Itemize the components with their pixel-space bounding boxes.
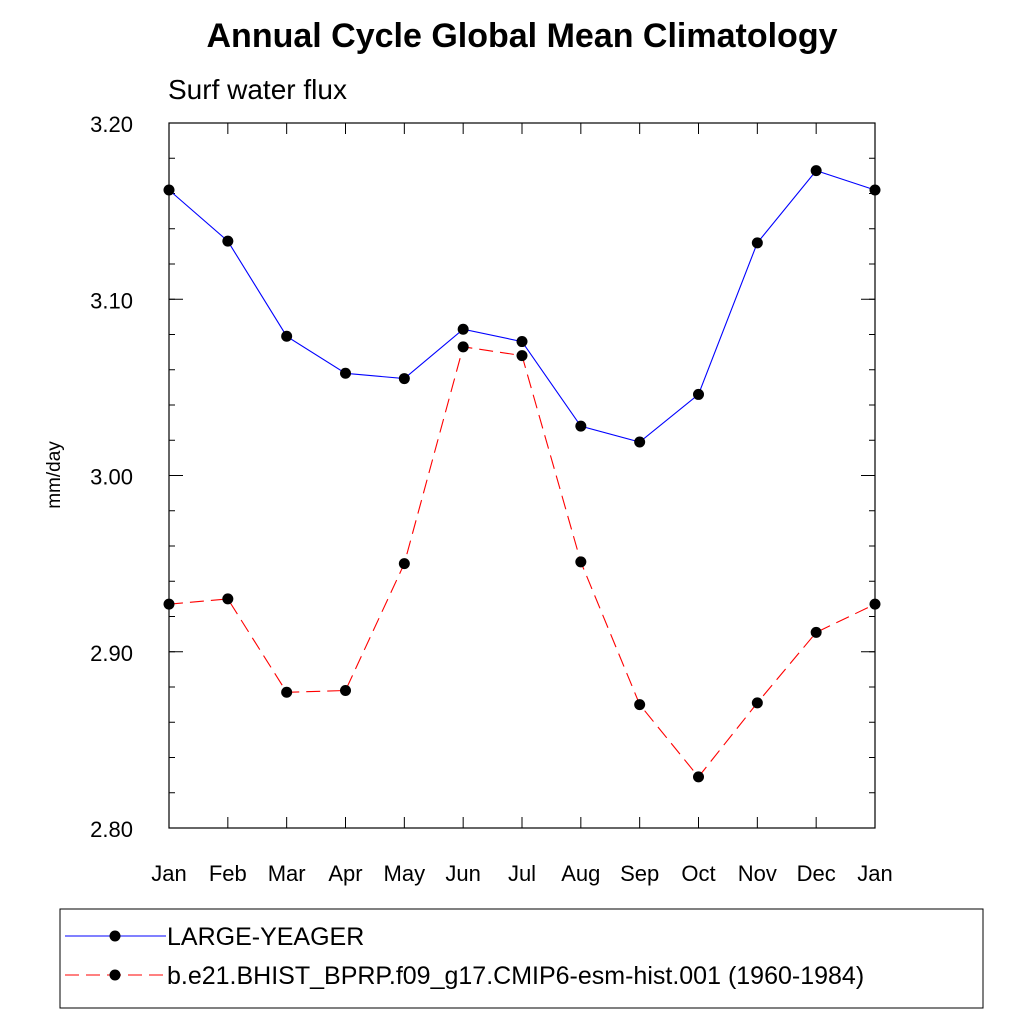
x-tick-label: Mar xyxy=(268,861,306,886)
y-tick-label: 3.00 xyxy=(90,465,133,490)
series-line-1 xyxy=(168,346,876,778)
data-point xyxy=(340,685,351,697)
chart-subtitle: Surf water flux xyxy=(168,74,347,105)
x-tick-label: May xyxy=(384,861,426,886)
chart-title: Annual Cycle Global Mean Climatology xyxy=(207,17,838,55)
data-point xyxy=(340,367,351,379)
x-tick-label: Aug xyxy=(561,861,600,886)
data-point xyxy=(516,350,528,362)
x-tick-label: Oct xyxy=(681,861,715,886)
y-tick-label: 3.10 xyxy=(90,288,133,313)
x-tick-label: Apr xyxy=(328,861,362,886)
data-point xyxy=(693,771,704,783)
data-point xyxy=(634,699,646,711)
data-point xyxy=(281,686,293,698)
series-line-0 xyxy=(168,169,876,443)
data-point xyxy=(398,373,410,385)
data-point xyxy=(751,697,763,709)
data-point xyxy=(457,323,469,335)
x-tick-label: Jul xyxy=(508,861,536,886)
x-tick-labels: Jan Feb Mar Apr May Jun Jul Aug Sep Oct Nov Dec Jan xyxy=(151,861,892,886)
y-axis-label: mm/day xyxy=(44,441,65,509)
legend-marker-cmip6 xyxy=(109,969,121,981)
data-point xyxy=(810,165,822,177)
data-point xyxy=(693,388,704,400)
data-point xyxy=(751,237,763,249)
legend-box xyxy=(59,908,984,1009)
data-point xyxy=(634,436,646,448)
x-tick-label: Nov xyxy=(738,861,777,886)
legend-label-large-yeager: LARGE-YEAGER xyxy=(167,923,364,951)
legend: LARGE-YEAGER b.e21.BHIST_BPRP.f09_g17.CM… xyxy=(59,908,984,1009)
y-tick-label: 3.20 xyxy=(90,112,133,137)
axis-ticks xyxy=(168,122,876,829)
x-tick-label: Sep xyxy=(620,861,659,886)
x-tick-label: Jun xyxy=(445,861,480,886)
data-point xyxy=(457,341,469,353)
data-point xyxy=(398,558,410,570)
y-tick-label: 2.90 xyxy=(90,641,133,666)
x-tick-label: Jan xyxy=(151,861,186,886)
data-point xyxy=(516,336,528,348)
data-point xyxy=(810,626,822,638)
data-point xyxy=(222,593,234,605)
data-point xyxy=(222,235,234,247)
x-tick-label: Feb xyxy=(209,861,247,886)
legend-marker-large-yeager xyxy=(109,930,121,942)
y-tick-labels: 2.80 2.90 3.00 3.10 3.20 xyxy=(90,112,133,842)
data-point xyxy=(575,420,587,432)
legend-label-cmip6: b.e21.BHIST_BPRP.f09_g17.CMIP6-esm-hist.… xyxy=(167,962,864,990)
series-layer xyxy=(163,165,881,783)
data-point xyxy=(281,330,293,342)
plot-frame xyxy=(168,122,876,829)
x-tick-label: Jan xyxy=(857,861,892,886)
data-point xyxy=(575,556,587,568)
x-tick-label: Dec xyxy=(797,861,836,886)
y-tick-label: 2.80 xyxy=(90,817,133,842)
